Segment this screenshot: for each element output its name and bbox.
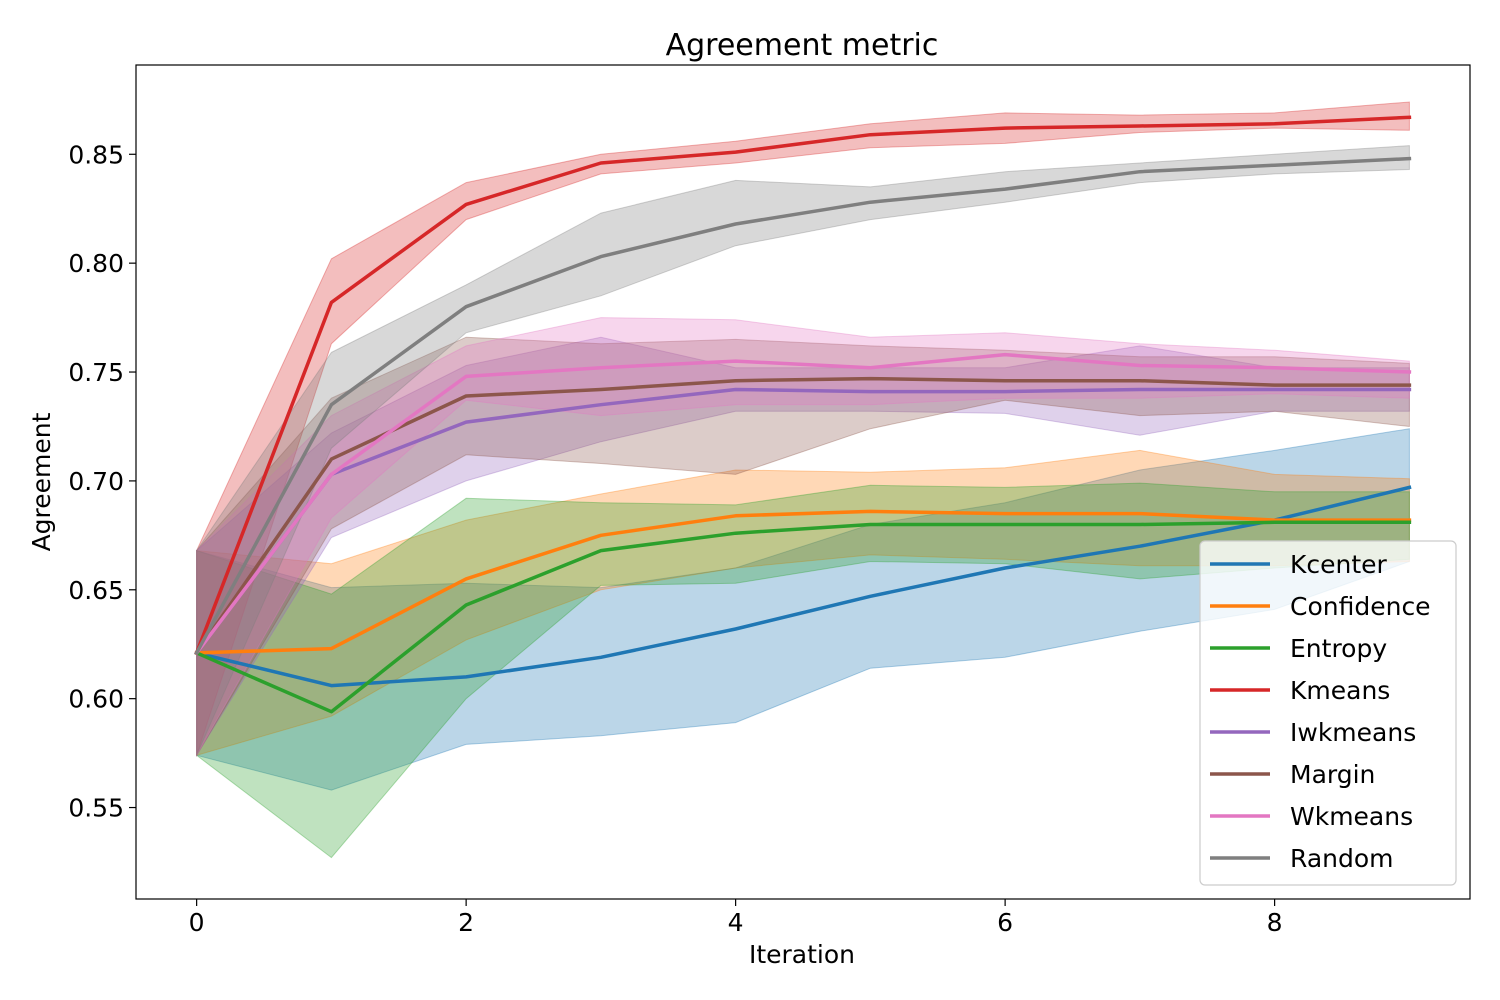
legend: Kcenter Confidence Entropy Kmeans Iwkmeans Ma…	[1199, 540, 1457, 886]
y-tick-label-3: 0.70	[68, 467, 124, 496]
y-tick-label-4: 0.75	[68, 358, 124, 387]
series-lines	[194, 115, 1412, 714]
band-wkmeans	[196, 317, 1410, 758]
line-wkmeans	[194, 352, 1412, 656]
x-tick-label-8: 8	[1267, 908, 1283, 937]
x-tick-label-4: 4	[728, 908, 744, 937]
chart-title: Agreement metric	[666, 28, 939, 63]
legend-label-margin: Margin	[1290, 760, 1375, 789]
line-kcenter	[194, 485, 1412, 688]
legend-label-random: Random	[1290, 844, 1394, 873]
x-tick-label-2: 2	[458, 908, 474, 937]
band-random	[196, 145, 1410, 756]
band-iwkmeans	[196, 336, 1410, 758]
x-tick-label-0: 0	[189, 908, 205, 937]
band-margin	[196, 336, 1410, 758]
y-tick-label-0: 0.55	[68, 794, 124, 823]
y-tick-label-2: 0.65	[68, 576, 124, 605]
x-axis-title: Iteration	[749, 940, 855, 969]
legend-label-kmeans: Kmeans	[1290, 676, 1390, 705]
legend-label-wkmeans: Wkmeans	[1290, 802, 1413, 831]
y-axis: 0.55 0.60 0.65 0.70 0.75 0.80 0.85	[68, 140, 136, 823]
confidence-bands	[196, 101, 1410, 859]
legend-box	[1199, 540, 1457, 886]
line-random	[194, 156, 1412, 656]
y-tick-label-5: 0.80	[68, 249, 124, 278]
plot-frame	[135, 64, 1471, 900]
legend-label-iwkmeans: Iwkmeans	[1290, 718, 1416, 747]
x-tick-label-6: 6	[997, 908, 1013, 937]
line-kmeans	[194, 115, 1412, 656]
legend-items: Kcenter Confidence Entropy Kmeans Iwkmeans Ma…	[1210, 550, 1431, 873]
y-tick-label-6: 0.85	[68, 140, 124, 169]
y-axis-title: Agreement	[27, 412, 56, 551]
legend-label-kcenter: Kcenter	[1290, 550, 1388, 579]
x-axis: 0 2 4 6 8	[189, 899, 1283, 937]
line-entropy	[194, 520, 1412, 714]
legend-label-confidence: Confidence	[1290, 592, 1431, 621]
y-tick-label-1: 0.60	[68, 685, 124, 714]
legend-label-entropy: Entropy	[1290, 634, 1387, 663]
band-kmeans	[196, 101, 1410, 756]
line-iwkmeans	[194, 387, 1412, 656]
line-confidence	[194, 509, 1412, 655]
plot-area	[135, 64, 1471, 900]
